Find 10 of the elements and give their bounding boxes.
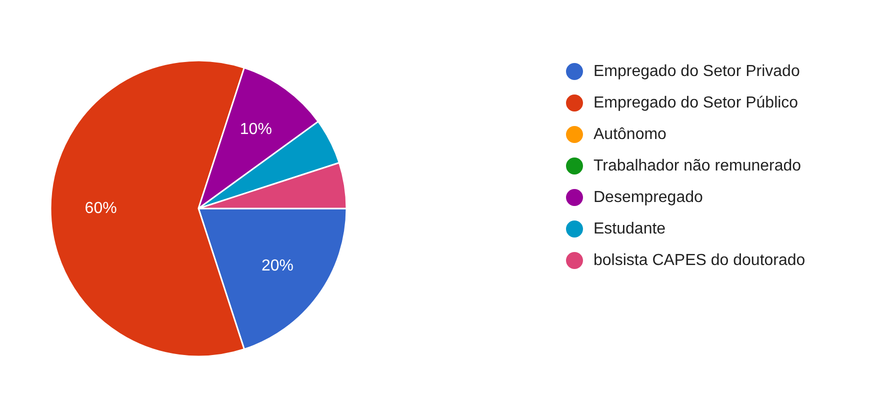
legend-label: Trabalhador não remunerado <box>594 158 802 174</box>
legend-label: bolsista CAPES do doutorado <box>594 252 806 269</box>
legend-label: Estudante <box>594 220 666 238</box>
legend-label: Empregado do Setor Privado <box>594 63 800 80</box>
data-label: 20% <box>262 257 294 274</box>
data-label: 60% <box>84 200 117 217</box>
legend-label: Autônomo <box>594 126 667 143</box>
legend-label: Empregado do Setor Público <box>594 94 798 112</box>
legend-label: Desempregado <box>594 189 703 206</box>
data-label: 10% <box>240 120 272 138</box>
